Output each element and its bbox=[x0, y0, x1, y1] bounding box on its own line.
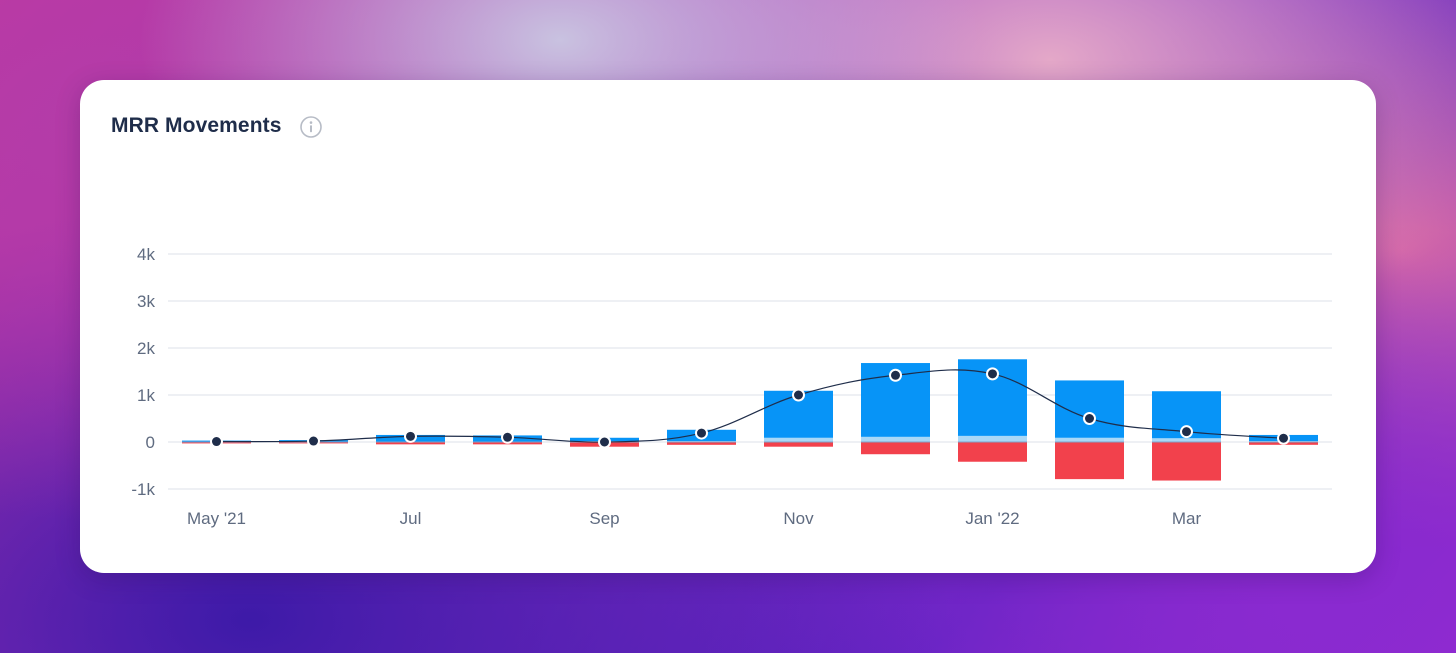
line-point[interactable] bbox=[1277, 431, 1290, 445]
bar-new-mrr[interactable] bbox=[1055, 380, 1124, 438]
line-point[interactable] bbox=[307, 434, 320, 448]
net-mrr-line-path bbox=[216, 369, 1284, 443]
line-point[interactable] bbox=[598, 435, 611, 449]
line-point[interactable] bbox=[1180, 425, 1193, 439]
bar-churn[interactable] bbox=[958, 442, 1027, 462]
line-point[interactable] bbox=[1083, 412, 1096, 425]
bar-churn[interactable] bbox=[1055, 442, 1124, 480]
net-mrr-line bbox=[210, 367, 1290, 449]
y-tick-label: 1k bbox=[137, 386, 155, 405]
x-tick-label: Jan '22 bbox=[965, 509, 1019, 528]
bar-churn[interactable] bbox=[667, 442, 736, 445]
x-tick-label: May '21 bbox=[187, 509, 246, 528]
bar-expansion[interactable] bbox=[958, 435, 1027, 442]
bar-churn[interactable] bbox=[861, 442, 930, 455]
line-point[interactable] bbox=[695, 426, 708, 440]
y-tick-label: 3k bbox=[137, 292, 155, 311]
x-axis-ticks: May '21 Jul Sep Nov Jan '22 Mar bbox=[187, 509, 1201, 528]
y-axis-ticks: 4k 3k 2k 1k 0 -1k bbox=[131, 245, 155, 499]
line-point[interactable] bbox=[501, 430, 514, 444]
line-point[interactable] bbox=[986, 367, 999, 381]
x-tick-label: Nov bbox=[783, 509, 814, 528]
bars bbox=[182, 359, 1318, 481]
y-tick-label: 4k bbox=[137, 245, 155, 264]
x-tick-label: Sep bbox=[589, 509, 619, 528]
bar-churn[interactable] bbox=[376, 442, 445, 445]
line-point[interactable] bbox=[792, 388, 805, 402]
y-tick-label: 2k bbox=[137, 339, 155, 358]
info-icon[interactable] bbox=[300, 116, 322, 138]
grid-lines bbox=[168, 253, 1332, 490]
mrr-chart: 4k 3k 2k 1k 0 -1k May '21 Jul Sep Nov Jan '22 Mar bbox=[131, 245, 1332, 528]
card-title: MRR Movements bbox=[111, 114, 282, 137]
bar-expansion[interactable] bbox=[1055, 437, 1124, 442]
bar-churn[interactable] bbox=[764, 442, 833, 447]
bar-expansion[interactable] bbox=[764, 437, 833, 442]
line-point[interactable] bbox=[889, 368, 902, 382]
y-tick-label: -1k bbox=[131, 480, 155, 499]
line-point[interactable] bbox=[404, 429, 417, 443]
y-tick-label: 0 bbox=[146, 433, 155, 452]
x-tick-label: Jul bbox=[400, 509, 422, 528]
bar-churn[interactable] bbox=[1152, 442, 1221, 481]
bar-expansion[interactable] bbox=[1152, 438, 1221, 442]
line-point[interactable] bbox=[210, 435, 223, 449]
mrr-movements-card: MRR Movements 4k 3k 2k 1k 0 -1k May '21 Jul Sep… bbox=[80, 80, 1376, 573]
bar-expansion[interactable] bbox=[861, 436, 930, 442]
x-tick-label: Mar bbox=[1172, 509, 1202, 528]
